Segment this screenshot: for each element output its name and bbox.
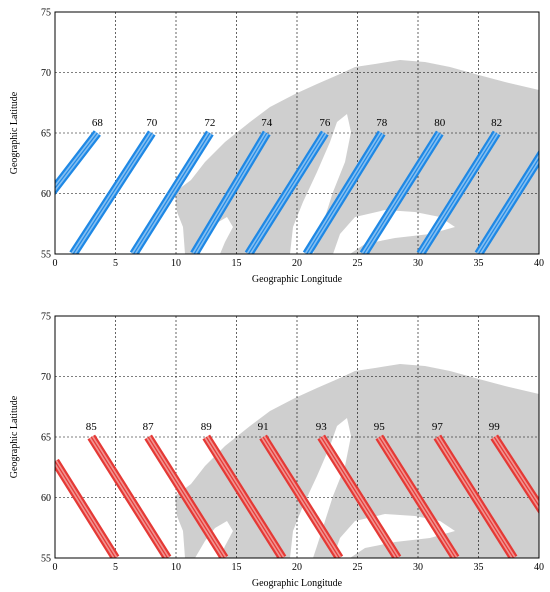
x-tick-label: 10	[171, 258, 181, 269]
x-tick-label: 25	[353, 258, 363, 269]
landmass-descending	[175, 364, 539, 558]
track-label: 78	[376, 117, 388, 129]
y-ticks-descending: 55 60 65 70 75	[41, 312, 51, 565]
track-label: 85	[86, 421, 98, 433]
x-tick-label: 20	[292, 562, 302, 573]
track-ascending	[69, 130, 156, 254]
track-label: 68	[92, 117, 104, 129]
x-tick-label: 20	[292, 258, 302, 269]
frame-descending	[54, 315, 540, 559]
track-label: 99	[489, 421, 501, 433]
track-descending	[375, 434, 460, 558]
track-labels-ascending: 68 70 72 74 76 78 80 82	[92, 117, 502, 129]
track-label: 80	[434, 117, 446, 129]
track-centerline	[193, 132, 268, 254]
y-tick-label: 65	[41, 433, 51, 444]
track-label: 70	[146, 117, 158, 129]
x-tick-label: 40	[534, 258, 544, 269]
track-label: 74	[261, 117, 273, 129]
y-tick-label: 60	[41, 493, 51, 504]
track-label: 97	[432, 421, 444, 433]
track-descending	[317, 434, 402, 558]
track-centerline	[90, 436, 169, 558]
panel-descending: 85 87 89 91 93 95 97 99 0 5 10 15 20 25 30 35 40 55 60 65…	[9, 312, 545, 590]
x-tick-label: 0	[53, 562, 58, 573]
x-tick-label: 30	[413, 562, 423, 573]
y-tick-label: 55	[41, 250, 51, 261]
track-centerline	[306, 132, 383, 254]
y-tick-label: 55	[41, 554, 51, 565]
track-descending	[433, 434, 518, 558]
track-centerline	[262, 436, 340, 558]
track-ascending	[416, 130, 501, 254]
y-tick-label: 65	[41, 129, 51, 140]
track-ascending	[55, 130, 101, 196]
track-descending	[202, 434, 287, 558]
track-centerline	[378, 436, 457, 558]
x-tick-label: 25	[353, 562, 363, 573]
y-tick-label: 75	[41, 8, 51, 19]
x-tick-label: 15	[232, 562, 242, 573]
x-tick-label: 35	[474, 562, 484, 573]
track-labels-descending: 85 87 89 91 93 95 97 99	[86, 421, 500, 433]
tracks-ascending	[55, 130, 539, 254]
track-label: 72	[204, 117, 215, 129]
y-axis-label-ascending: Geographic Latitude	[9, 91, 20, 174]
x-tick-label: 5	[113, 562, 118, 573]
track-descending	[55, 458, 120, 558]
track-label: 95	[374, 421, 386, 433]
track-centerline	[419, 132, 498, 254]
track-centerline	[55, 132, 98, 190]
panel-ascending: 68 70 72 74 76 78 80 82 0 5 10 15 20 25 30 35 40 55 60 65…	[9, 8, 545, 286]
track-ascending	[244, 130, 329, 254]
x-ticks-ascending: 0 5 10 15 20 25 30 35 40	[53, 258, 545, 269]
x-tick-label: 5	[113, 258, 118, 269]
track-descending	[490, 434, 539, 515]
track-ascending	[190, 130, 271, 254]
y-tick-label: 70	[41, 372, 51, 383]
x-tick-label: 30	[413, 258, 423, 269]
y-axis-label-descending: Geographic Latitude	[9, 395, 20, 478]
track-centerline	[363, 132, 441, 254]
x-tick-label: 35	[474, 258, 484, 269]
track-ascending	[129, 130, 214, 254]
track-centerline	[55, 460, 117, 558]
track-centerline	[133, 132, 211, 254]
x-ticks-descending: 0 5 10 15 20 25 30 35 40	[53, 562, 545, 573]
track-ascending	[302, 130, 386, 254]
track-descending	[144, 434, 229, 558]
track-centerline	[205, 436, 283, 558]
map-area-descending	[55, 316, 539, 558]
track-label: 91	[258, 421, 269, 433]
track-centerline	[147, 436, 225, 558]
track-label: 87	[143, 421, 155, 433]
track-descending	[259, 434, 344, 558]
track-label: 82	[491, 117, 502, 129]
x-tick-label: 40	[534, 562, 544, 573]
track-centerline	[320, 436, 398, 558]
track-centerline	[72, 132, 153, 254]
x-tick-label: 10	[171, 562, 181, 573]
x-axis-label-ascending: Geographic Longitude	[252, 274, 343, 285]
track-label: 93	[316, 421, 328, 433]
x-tick-label: 15	[232, 258, 242, 269]
y-tick-label: 70	[41, 68, 51, 79]
track-centerline	[248, 132, 326, 254]
map-area-ascending	[55, 12, 539, 254]
track-label: 76	[319, 117, 331, 129]
track-centerline	[436, 436, 515, 558]
y-ticks-ascending: 55 60 65 70 75	[41, 8, 51, 261]
track-centerline	[493, 436, 539, 507]
y-tick-label: 75	[41, 312, 51, 323]
track-descending	[87, 434, 172, 558]
track-label: 89	[201, 421, 213, 433]
tracks-descending	[55, 434, 539, 558]
frame-ascending	[54, 11, 540, 255]
track-ascending	[359, 130, 444, 254]
y-tick-label: 60	[41, 189, 51, 200]
x-axis-label-descending: Geographic Longitude	[252, 578, 343, 589]
x-tick-label: 0	[53, 258, 58, 269]
grid-ascending	[55, 12, 539, 254]
